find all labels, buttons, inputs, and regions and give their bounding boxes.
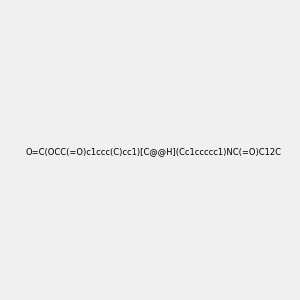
Text: O=C(OCC(=O)c1ccc(C)cc1)[C@@H](Cc1ccccc1)NC(=O)C12C: O=C(OCC(=O)c1ccc(C)cc1)[C@@H](Cc1ccccc1)… (26, 147, 282, 156)
